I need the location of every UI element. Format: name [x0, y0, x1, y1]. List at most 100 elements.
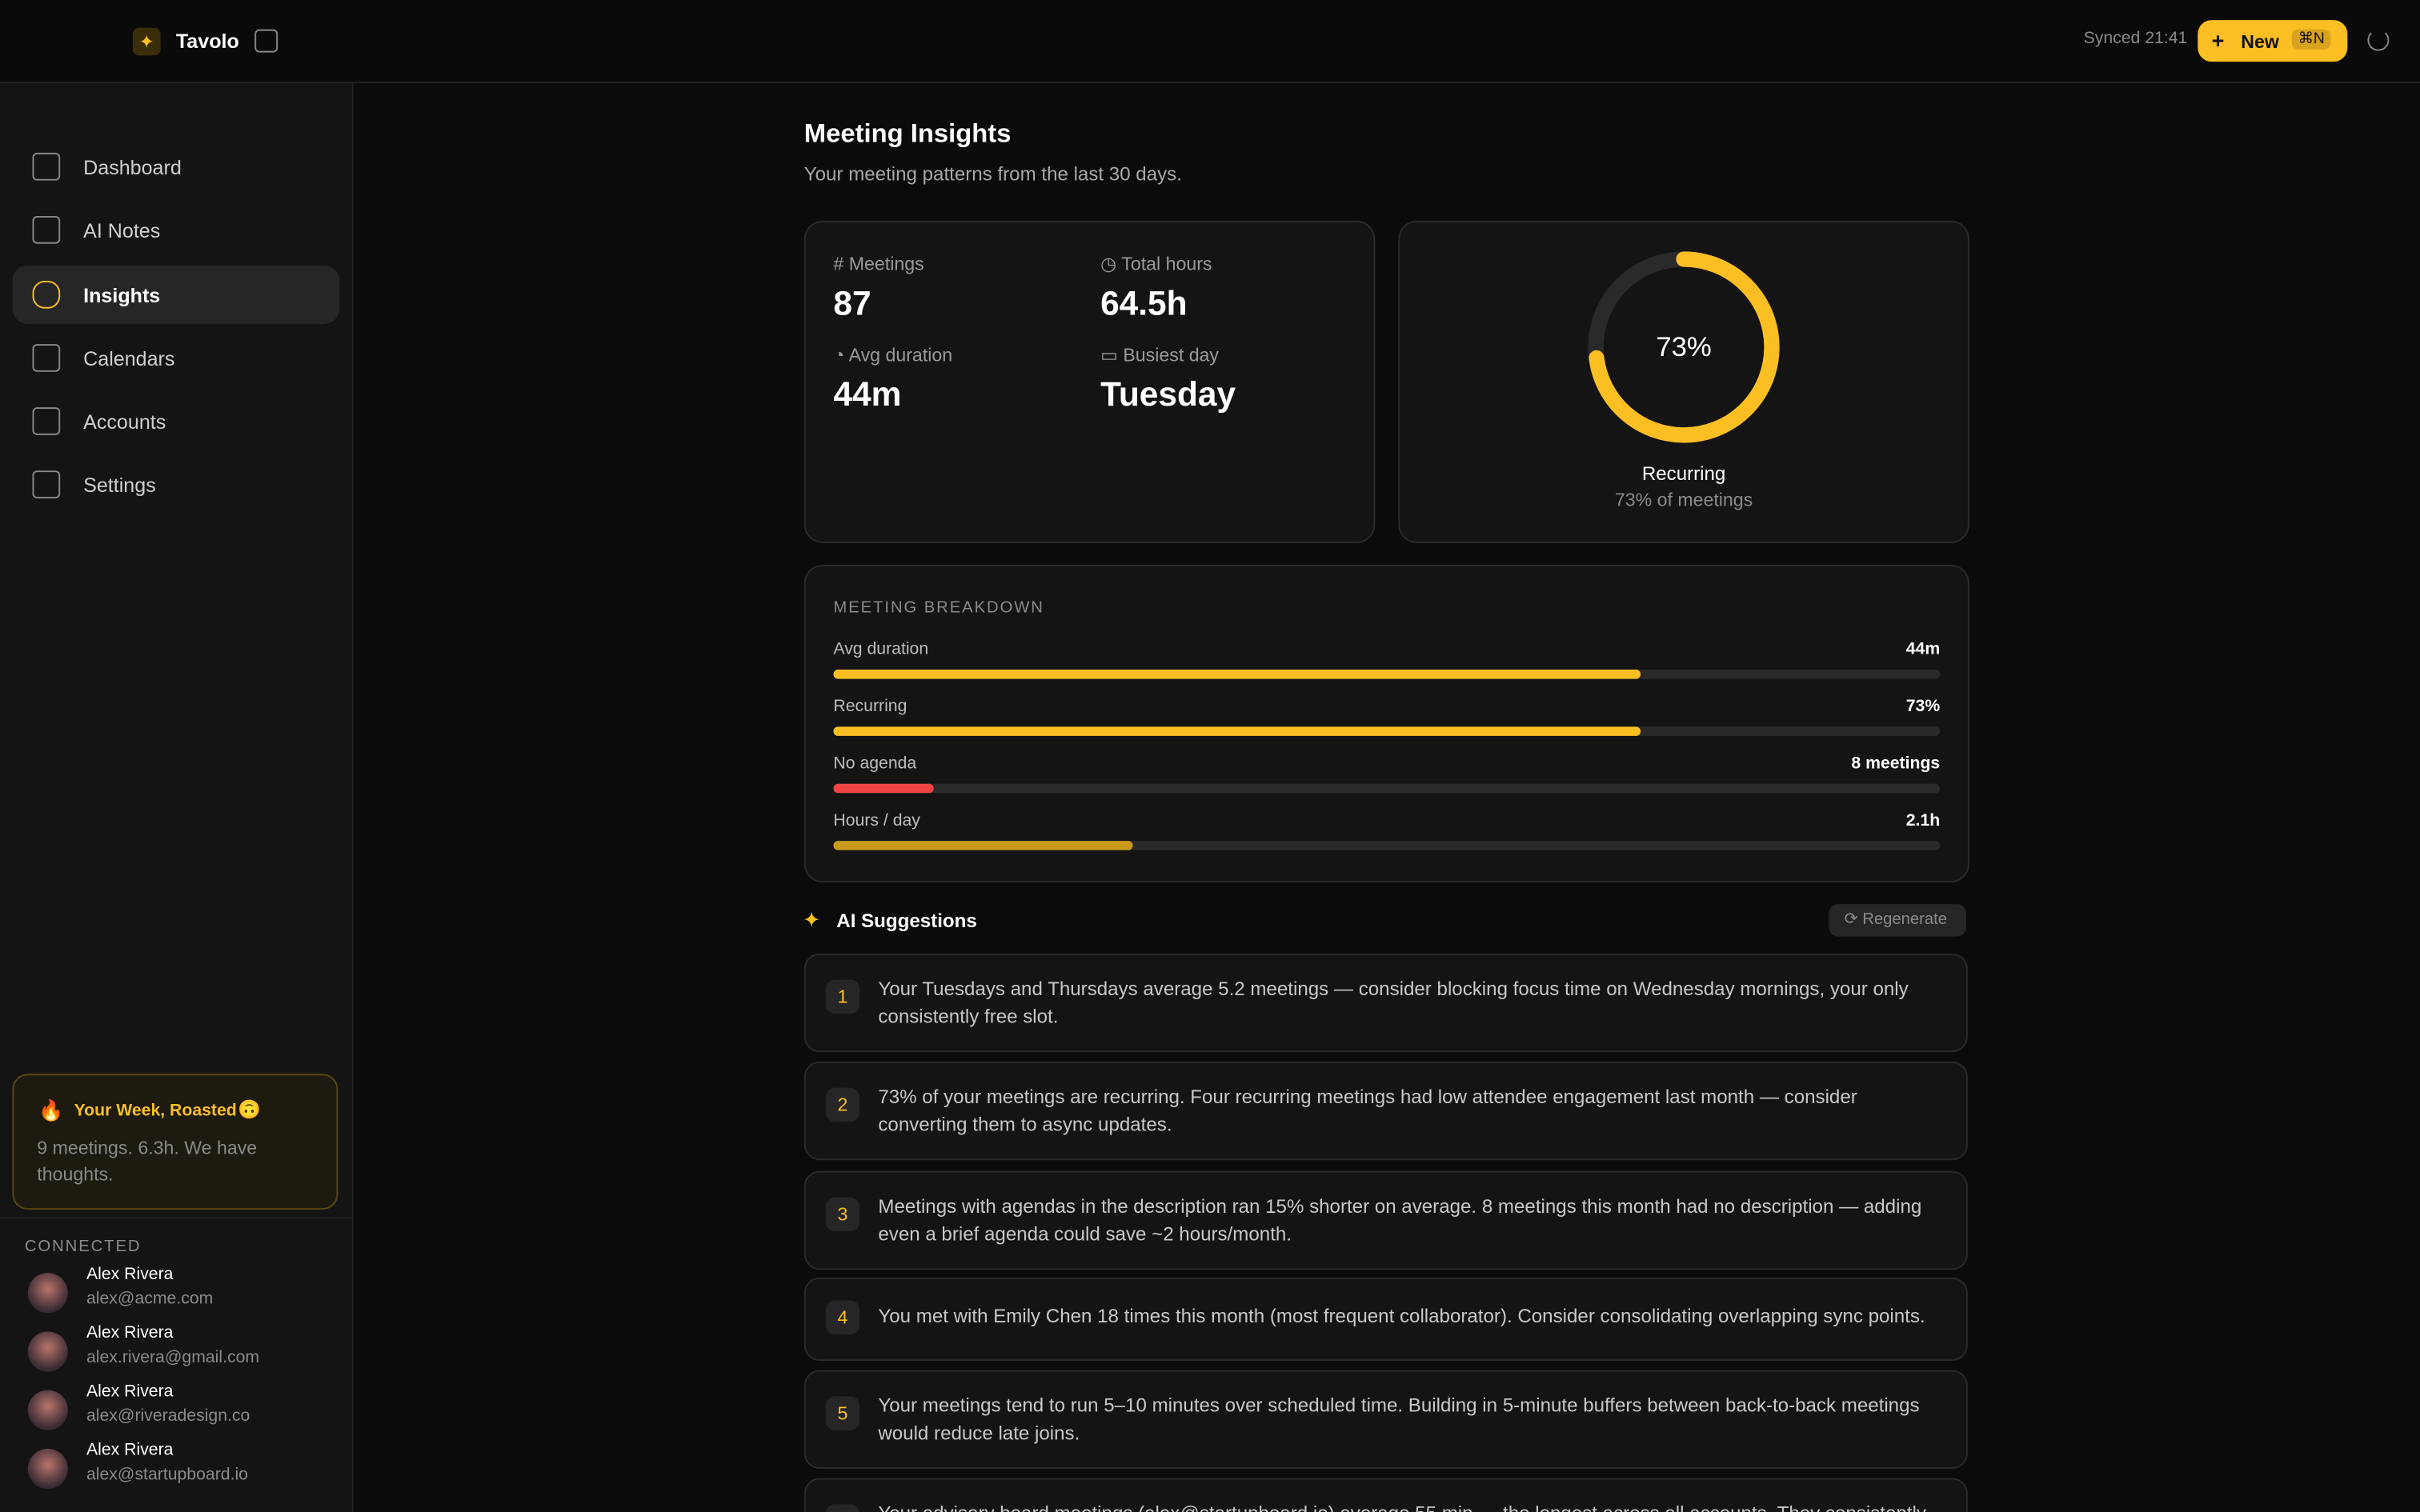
breakdown-bar: [833, 669, 1641, 679]
stat-label-text: Busiest day: [1123, 344, 1220, 366]
breakdown-heading: MEETING BREAKDOWN: [833, 598, 1044, 618]
stat: # Meetings 87: [833, 253, 924, 324]
stat-value: 87: [833, 283, 871, 323]
breakdown-label: No agenda: [833, 754, 917, 774]
account-email: alex@startupboard.io: [86, 1466, 248, 1485]
avatar: [27, 1273, 68, 1314]
stat-label-text: Meetings: [848, 253, 924, 275]
stat-label: # Meetings: [833, 253, 924, 275]
logo: ✦: [132, 27, 161, 56]
nav-item[interactable]: Accounts: [12, 392, 339, 450]
donut: 73%: [1588, 251, 1780, 443]
avatar: [27, 1390, 68, 1430]
roast-emoji: 🙃: [237, 1098, 261, 1121]
suggestions-title: AI Suggestions: [836, 910, 977, 932]
nav-item[interactable]: AI Notes: [12, 201, 339, 259]
suggestion-text: Your Tuesdays and Thursdays average 5.2 …: [878, 978, 1909, 1027]
regenerate-button[interactable]: ⟳ Regenerate: [1829, 904, 1966, 937]
stat: ▭ Busiest day Tuesday: [1100, 344, 1236, 415]
donut-caption: 73% of meetings: [1614, 489, 1753, 511]
stat: ◔ Avg duration 44m: [833, 344, 952, 415]
breakdown-value: 73%: [1905, 697, 1941, 716]
nav-icon: [32, 280, 61, 309]
stat-value: 64.5h: [1100, 283, 1188, 323]
suggestion-number: 6: [825, 1504, 860, 1512]
breakdown-track: [833, 726, 1941, 736]
suggestion-text: You met with Emily Chen 18 times this mo…: [878, 1305, 1925, 1327]
nav-label: Accounts: [83, 410, 166, 433]
suggestion-text: 73% of your meetings are recurring. Four…: [878, 1086, 1857, 1135]
page-title: Meeting Insights: [803, 118, 1012, 149]
account-name: Alex Rivera: [86, 1265, 174, 1284]
suggestion-card: 6 Your advisory board meetings (alex@star…: [803, 1478, 1968, 1512]
shortcut: ⌘N: [2291, 29, 2331, 50]
breakdown-value: 2.1h: [1905, 811, 1941, 830]
nav-icon: [32, 407, 61, 435]
account-email: alex@riveradesign.co: [86, 1406, 250, 1426]
donut-title: Recurring: [1641, 462, 1726, 485]
stat-value: Tuesday: [1100, 374, 1236, 414]
suggestion-number: 5: [825, 1396, 860, 1430]
suggestion-text: Your advisory board meetings (alex@start…: [878, 1501, 1945, 1512]
nav-label: AI Notes: [83, 218, 161, 242]
breakdown-value: 8 meetings: [1851, 754, 1941, 774]
account-name: Alex Rivera: [86, 1382, 174, 1402]
suggestion-number: 1: [825, 979, 860, 1014]
suggestion-card: 5 Your meetings tend to run 5–10 minutes …: [803, 1370, 1968, 1469]
roast-card[interactable]: 🔥 Your Week, Roasted 🙃 9 meetings. 6.3h.…: [12, 1074, 339, 1210]
nav-item[interactable]: Dashboard: [12, 138, 339, 196]
suggestion-text: Meetings with agendas in the description…: [878, 1195, 1922, 1245]
nav-item[interactable]: Calendars: [12, 329, 339, 387]
suggestion-number: 2: [825, 1087, 860, 1122]
stat: ◷ Total hours 64.5h: [1100, 253, 1212, 324]
suggestion-card: 3 Meetings with agendas in the descriptio…: [803, 1170, 1968, 1270]
new-button[interactable]: + New ⌘N: [2198, 20, 2348, 62]
breakdown-bar: [833, 783, 933, 794]
stat-label: ▭ Busiest day: [1100, 344, 1220, 366]
suggestion-number: 4: [825, 1300, 860, 1335]
breakdown-bar: [833, 726, 1641, 736]
breakdown-label: Hours / day: [833, 811, 920, 830]
suggestion-card: 1 Your Tuesdays and Thursdays average 5.2…: [803, 953, 1968, 1053]
stat-label: ◔ Avg duration: [833, 344, 953, 366]
suggestion-number: 3: [825, 1197, 860, 1231]
regenerate-label: Regenerate: [1862, 910, 1948, 929]
nav-label: Calendars: [83, 346, 175, 370]
nav-label: Settings: [83, 473, 156, 497]
suggestion-text: Your meetings tend to run 5–10 minutes o…: [878, 1394, 1920, 1444]
refresh-button[interactable]: [2367, 29, 2390, 51]
roast-title: Your Week, Roasted: [74, 1101, 237, 1121]
nav-label: Dashboard: [83, 154, 182, 178]
donut-arc: [1588, 251, 1780, 443]
stat-value: 44m: [833, 374, 902, 414]
suggestion-card: 4 You met with Emily Chen 18 times this m…: [803, 1277, 1968, 1361]
nav-icon: [32, 344, 61, 372]
breakdown-label: Recurring: [833, 697, 908, 716]
breakdown-track: [833, 783, 1941, 794]
breakdown-label: Avg duration: [833, 640, 929, 659]
new-label: New: [2241, 30, 2279, 53]
breakdown-track: [833, 669, 1941, 679]
nav-icon: [32, 152, 61, 181]
page-subtitle: Your meeting patterns from the last 30 d…: [803, 163, 1182, 186]
stats-card: # Meetings 87 ◷ Total hours 64.5h ◔ Avg dura…: [803, 220, 1376, 543]
donut-card: 73% Recurring 73% of meetings: [1398, 220, 1969, 543]
app-name: Tavolo: [175, 29, 239, 53]
account-name: Alex Rivera: [86, 1323, 174, 1342]
top-bar: ✦ Tavolo Synced 21:41 + New ⌘N: [0, 0, 2420, 84]
breakdown-track: [833, 841, 1941, 850]
account-email: alex.rivera@gmail.com: [86, 1348, 260, 1367]
breakdown-value: 44m: [1905, 640, 1941, 659]
suggestion-card: 2 73% of your meetings are recurring. Fou…: [803, 1061, 1968, 1161]
stat-label-text: Total hours: [1121, 253, 1212, 275]
nav-item[interactable]: Settings: [12, 455, 339, 514]
collapse-button[interactable]: [254, 29, 278, 53]
nav-item[interactable]: Insights: [12, 265, 340, 324]
stat-label-text: Avg duration: [848, 344, 953, 366]
breakdown-card: MEETING BREAKDOWN Avg duration 44m Recurri…: [803, 564, 1969, 883]
stat-label: ◷ Total hours: [1100, 253, 1212, 275]
sync-status: Synced 21:41: [2083, 29, 2188, 48]
avatar: [27, 1331, 68, 1372]
